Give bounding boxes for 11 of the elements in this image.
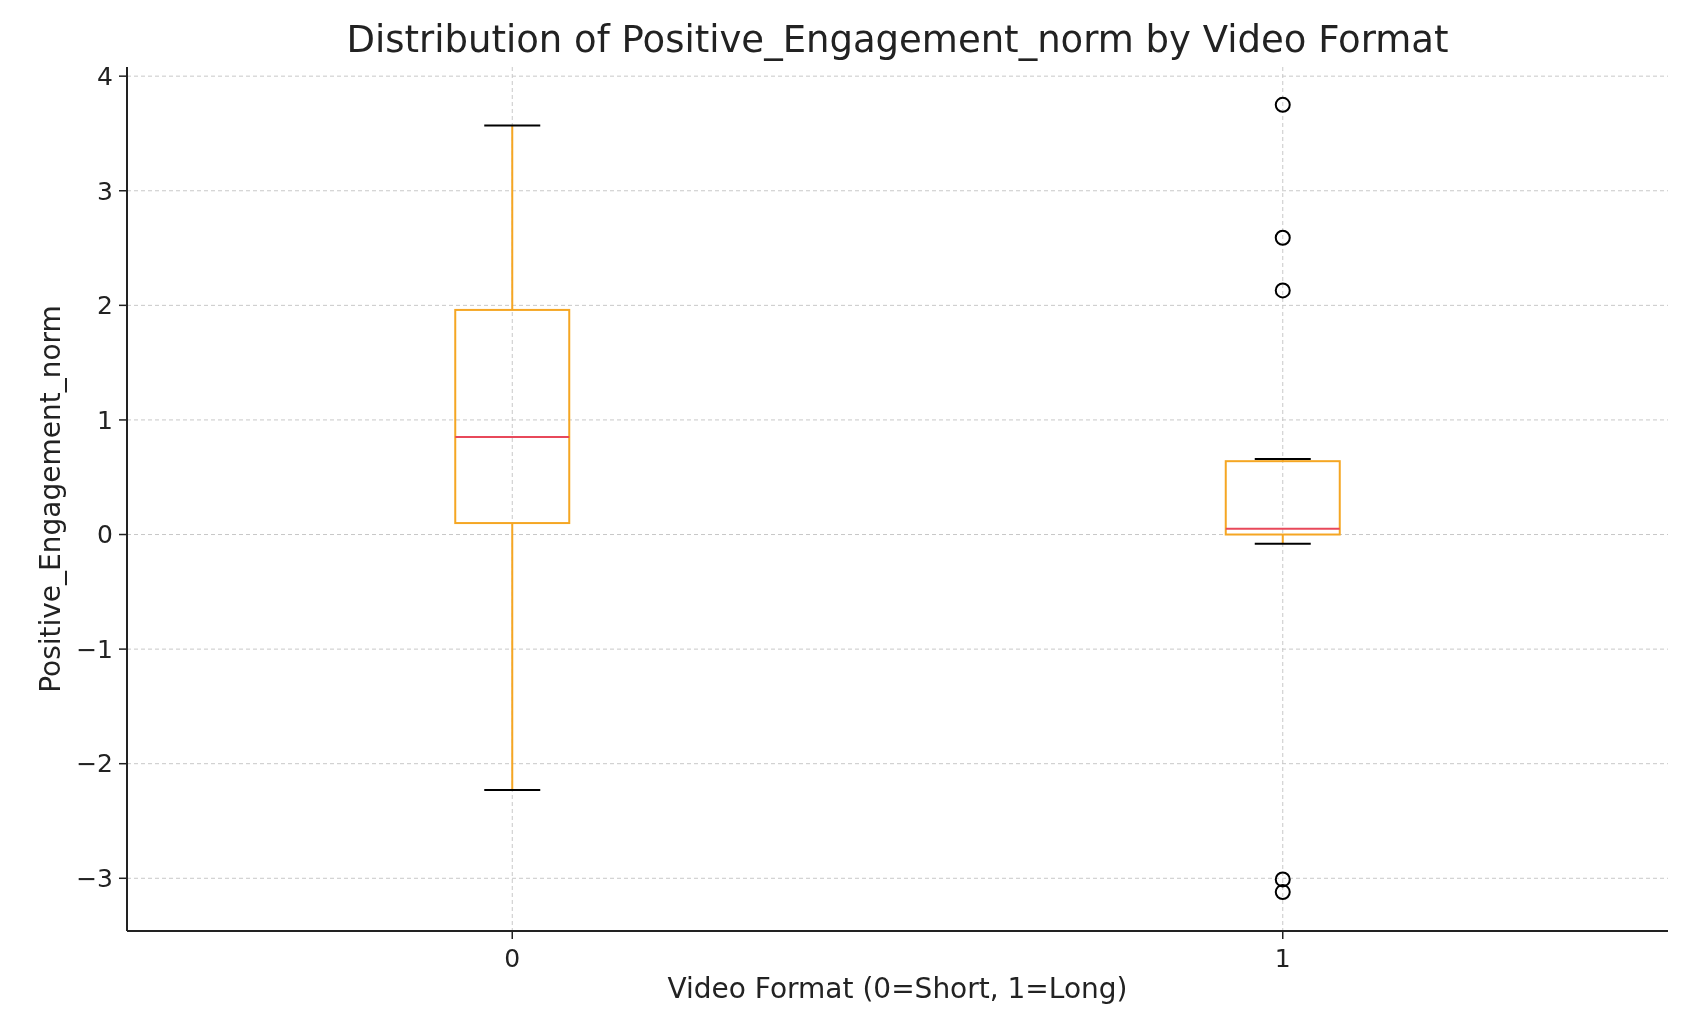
y-tick-label: −2	[76, 749, 113, 779]
y-tick-label: 2	[97, 291, 113, 321]
y-tick-label: −3	[76, 864, 113, 894]
y-tick-label: 0	[97, 520, 113, 550]
chart-title: Distribution of Positive_Engagement_norm by Video Format	[346, 18, 1449, 61]
y-axis-title: Positive_Engagement_norm	[34, 305, 67, 693]
x-axis-title: Video Format (0=Short, 1=Long)	[667, 972, 1128, 1005]
y-tick-label: 3	[97, 176, 113, 206]
y-tick-label: −1	[76, 634, 113, 664]
y-tick-label: 4	[97, 61, 113, 91]
y-tick-label: 1	[97, 405, 113, 435]
